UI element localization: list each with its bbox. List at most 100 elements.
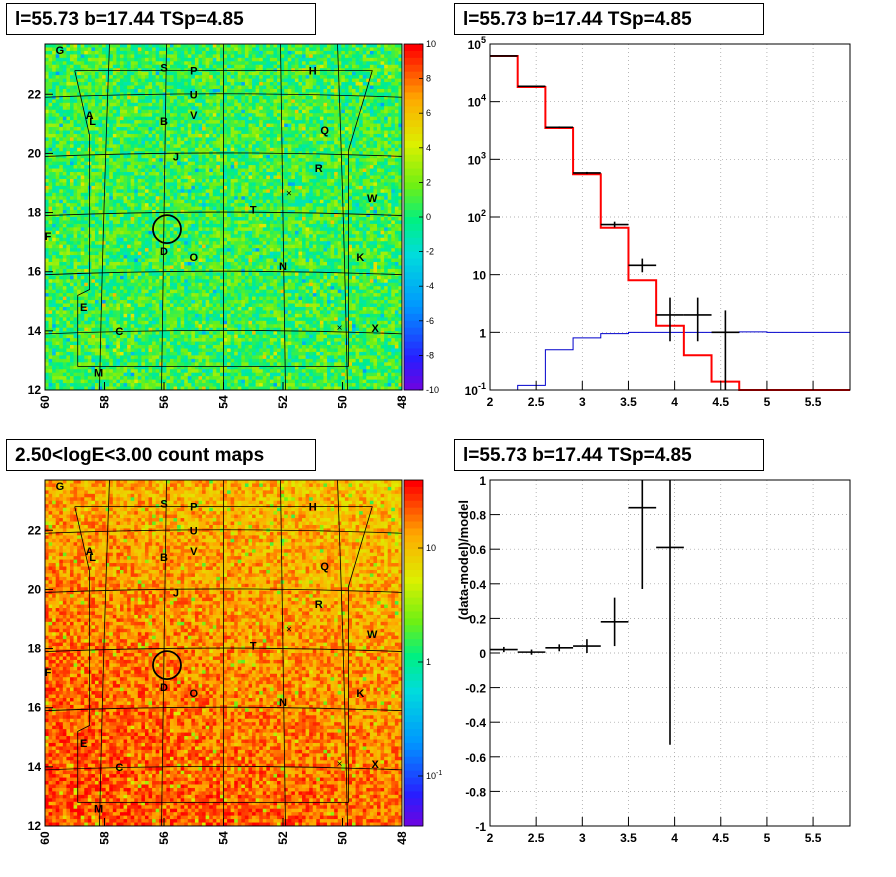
map-pixel xyxy=(198,234,203,239)
map-pixel xyxy=(180,383,185,387)
map-pixel xyxy=(123,265,128,270)
map-pixel xyxy=(52,95,57,100)
map-pixel xyxy=(105,75,110,79)
map-pixel xyxy=(187,102,192,107)
map-pixel xyxy=(105,213,110,218)
map-pixel xyxy=(62,365,67,370)
map-pixel xyxy=(173,75,178,79)
map-pixel xyxy=(112,334,117,339)
map-pixel xyxy=(202,268,207,273)
map-pixel xyxy=(212,199,217,204)
map-pixel xyxy=(152,158,157,163)
map-pixel xyxy=(55,241,60,246)
map-pixel xyxy=(94,102,99,107)
map-pixel xyxy=(94,154,99,159)
map-pixel xyxy=(105,130,110,135)
map-pixel xyxy=(80,289,85,294)
map-pixel xyxy=(191,286,196,291)
map-pixel xyxy=(216,272,221,277)
map-pixel xyxy=(94,261,99,266)
map-pixel xyxy=(77,99,82,104)
map-pixel xyxy=(134,386,139,391)
map-pixel xyxy=(137,113,142,118)
map-pixel xyxy=(112,127,117,131)
map-pixel xyxy=(112,289,117,294)
map-pixel xyxy=(127,206,132,211)
map-pixel xyxy=(177,178,182,183)
map-pixel xyxy=(198,92,203,97)
map-pixel xyxy=(109,196,114,201)
map-pixel xyxy=(166,341,171,346)
map-pixel xyxy=(48,102,53,107)
map-pixel xyxy=(152,241,157,246)
map-pixel xyxy=(62,133,67,138)
map-pixel xyxy=(173,282,178,287)
map-pixel xyxy=(194,341,199,346)
map-pixel xyxy=(73,338,78,342)
map-pixel xyxy=(212,306,217,311)
map-pixel xyxy=(62,227,67,232)
map-pixel xyxy=(155,306,160,311)
map-pixel xyxy=(155,123,160,128)
map-pixel xyxy=(91,172,96,176)
map-pixel xyxy=(112,158,117,163)
map-pixel xyxy=(130,64,135,69)
map-pixel xyxy=(169,358,174,363)
map-pixel xyxy=(152,355,157,360)
map-pixel xyxy=(91,261,96,266)
map-pixel xyxy=(194,61,199,66)
map-pixel xyxy=(184,147,189,152)
map-pixel xyxy=(152,192,157,197)
map-pixel xyxy=(66,286,71,291)
map-pixel xyxy=(166,88,171,93)
map-pixel xyxy=(80,199,85,204)
map-pixel xyxy=(162,47,167,52)
map-pixel xyxy=(159,57,164,62)
map-pixel xyxy=(134,113,139,118)
map-pixel xyxy=(109,130,114,135)
map-pixel xyxy=(94,345,99,349)
map-pixel xyxy=(137,44,142,48)
map-pixel xyxy=(187,244,192,249)
map-pixel xyxy=(62,317,67,322)
map-pixel xyxy=(98,147,103,152)
map-pixel xyxy=(152,165,157,169)
map-pixel xyxy=(155,372,160,377)
map-pixel xyxy=(184,133,189,138)
map-pixel xyxy=(134,44,139,48)
map-pixel xyxy=(112,365,117,370)
map-pixel xyxy=(205,383,210,387)
map-pixel xyxy=(177,317,182,322)
map-pixel xyxy=(48,82,53,86)
map-pixel xyxy=(130,154,135,159)
map-pixel xyxy=(45,324,49,329)
map-pixel xyxy=(98,75,103,79)
map-pixel xyxy=(59,78,64,83)
map-pixel xyxy=(148,127,153,131)
map-pixel xyxy=(59,158,64,163)
map-pixel xyxy=(66,230,71,235)
map-pixel xyxy=(166,95,171,100)
map-pixel xyxy=(205,293,210,297)
map-pixel xyxy=(55,82,60,86)
map-pixel xyxy=(48,95,53,100)
map-pixel xyxy=(45,241,49,246)
map-pixel xyxy=(84,92,89,97)
map-pixel xyxy=(184,140,189,145)
map-pixel xyxy=(205,265,210,270)
map-pixel xyxy=(173,189,178,194)
map-pixel xyxy=(73,220,78,225)
map-pixel xyxy=(187,293,192,297)
map-pixel xyxy=(73,133,78,138)
map-pixel xyxy=(84,234,89,239)
map-pixel xyxy=(94,286,99,291)
map-pixel xyxy=(94,206,99,211)
map-pixel xyxy=(77,54,82,59)
map-pixel xyxy=(162,279,167,284)
map-pixel xyxy=(173,47,178,52)
map-pixel xyxy=(187,383,192,387)
map-pixel xyxy=(155,161,160,166)
map-pixel xyxy=(119,106,124,111)
map-pixel xyxy=(62,106,67,111)
map-pixel xyxy=(94,213,99,218)
